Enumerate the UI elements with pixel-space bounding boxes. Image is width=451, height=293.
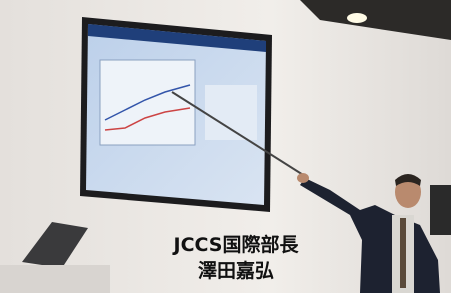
photo: JCCS国際部長 澤田嘉弘 xyxy=(0,0,451,293)
slide-chart xyxy=(100,60,195,145)
slide-text-block xyxy=(205,85,257,140)
page: JCCS国際部長 澤田嘉弘 (() => { const data = JSON… xyxy=(0,0,451,293)
caption-line: JCCS国際部長 xyxy=(172,233,300,256)
speaker xyxy=(430,185,451,235)
speaker-tie xyxy=(400,218,406,288)
caption-line: 澤田嘉弘 xyxy=(198,260,274,282)
speaker-hand xyxy=(297,173,309,183)
ceiling-light xyxy=(347,13,367,23)
desk xyxy=(0,265,110,293)
